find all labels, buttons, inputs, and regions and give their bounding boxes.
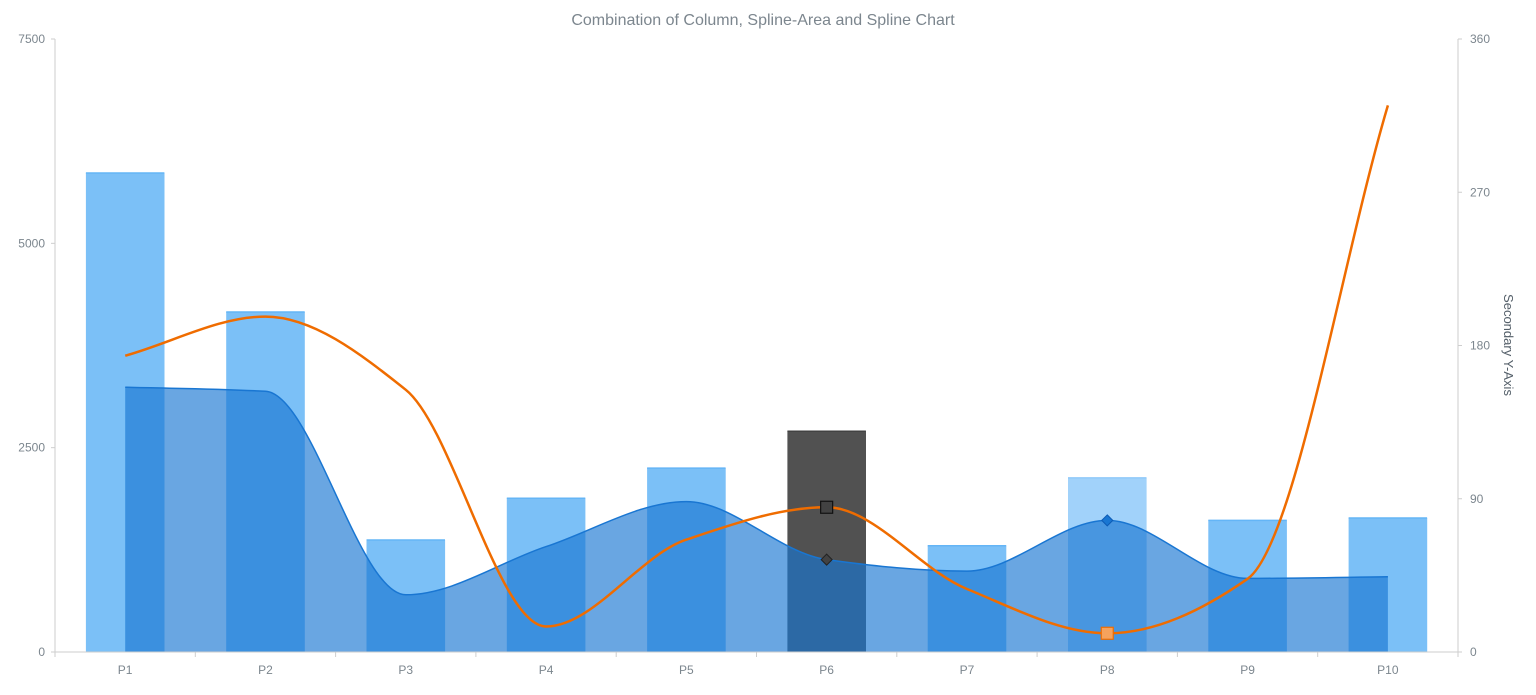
- x-tick-label: P6: [819, 663, 834, 677]
- chart-title: Combination of Column, Spline-Area and S…: [571, 12, 955, 29]
- x-tick-label: P9: [1240, 663, 1255, 677]
- x-tick-label: P4: [539, 663, 554, 677]
- area-marker-p8[interactable]: [1101, 514, 1114, 527]
- y-tick-label: 5000: [18, 236, 45, 250]
- spline-line[interactable]: [124, 105, 1390, 635]
- x-tick-label: P1: [118, 663, 133, 677]
- x-tick-label: P10: [1377, 663, 1399, 677]
- area-marker-p6[interactable]: [820, 553, 833, 566]
- spline-area-series: [125, 386, 1388, 652]
- x-tick-label: P5: [679, 663, 694, 677]
- spline-marker-p6[interactable]: [820, 500, 834, 514]
- x-tick-label: P2: [258, 663, 273, 677]
- y-tick-label: 7500: [18, 32, 45, 46]
- y2-tick-label: 360: [1470, 32, 1490, 46]
- spline-area-fill[interactable]: [125, 387, 1388, 652]
- spline-series: [124, 105, 1390, 635]
- spline-area-line: [125, 386, 1388, 596]
- series-markers: [820, 500, 1114, 640]
- y-tick-label: 2500: [18, 441, 45, 455]
- x-tick-label: P7: [960, 663, 975, 677]
- y2-tick-label: 180: [1470, 339, 1490, 353]
- y2-tick-label: 270: [1470, 185, 1490, 199]
- x-tick-label: P8: [1100, 663, 1115, 677]
- y2-tick-label: 0: [1470, 645, 1477, 659]
- axis-labels: 0 2500 5000 7500 0 90 180 270 360 P1 P2 P3 P4 P5 P6 P7 P…: [18, 32, 1490, 677]
- spline-marker-p8[interactable]: [1100, 626, 1114, 640]
- x-tick-label: P3: [398, 663, 413, 677]
- y2-tick-label: 90: [1470, 492, 1484, 506]
- secondary-y-axis-title: Secondary Y-Axis: [1501, 294, 1516, 396]
- y-tick-label: 0: [38, 645, 45, 659]
